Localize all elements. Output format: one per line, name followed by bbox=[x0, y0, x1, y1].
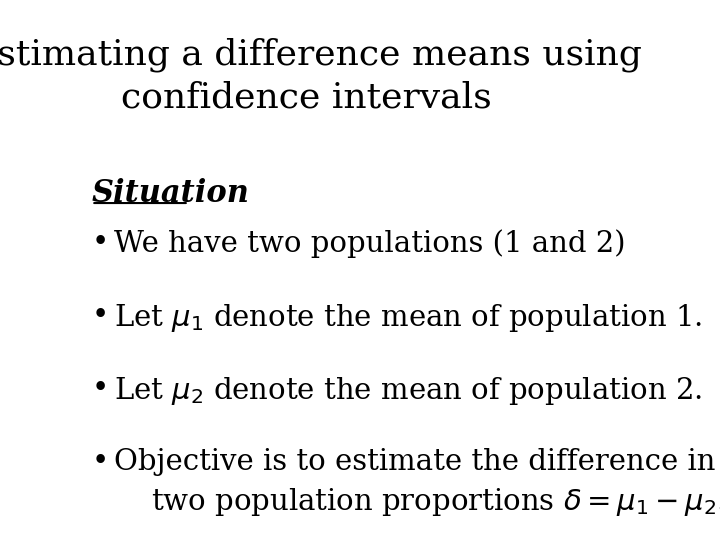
Text: Situation: Situation bbox=[91, 178, 249, 209]
Text: Estimating a difference means using
confidence intervals: Estimating a difference means using conf… bbox=[0, 38, 642, 114]
Text: •: • bbox=[91, 375, 109, 403]
Text: Let $\mu_2$ denote the mean of population 2.: Let $\mu_2$ denote the mean of populatio… bbox=[114, 375, 702, 407]
Text: •: • bbox=[91, 230, 109, 258]
Text: Objective is to estimate the difference in the
    two population proportions $\: Objective is to estimate the difference … bbox=[114, 448, 720, 518]
Text: We have two populations (1 and 2): We have two populations (1 and 2) bbox=[114, 230, 626, 258]
Text: •: • bbox=[91, 302, 109, 330]
Text: •: • bbox=[91, 448, 109, 476]
Text: Let $\mu_1$ denote the mean of population 1.: Let $\mu_1$ denote the mean of populatio… bbox=[114, 302, 702, 334]
